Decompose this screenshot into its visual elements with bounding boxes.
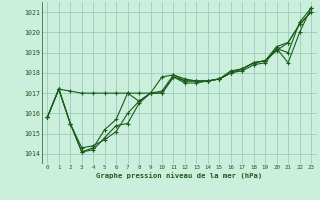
X-axis label: Graphe pression niveau de la mer (hPa): Graphe pression niveau de la mer (hPa) (96, 172, 262, 179)
